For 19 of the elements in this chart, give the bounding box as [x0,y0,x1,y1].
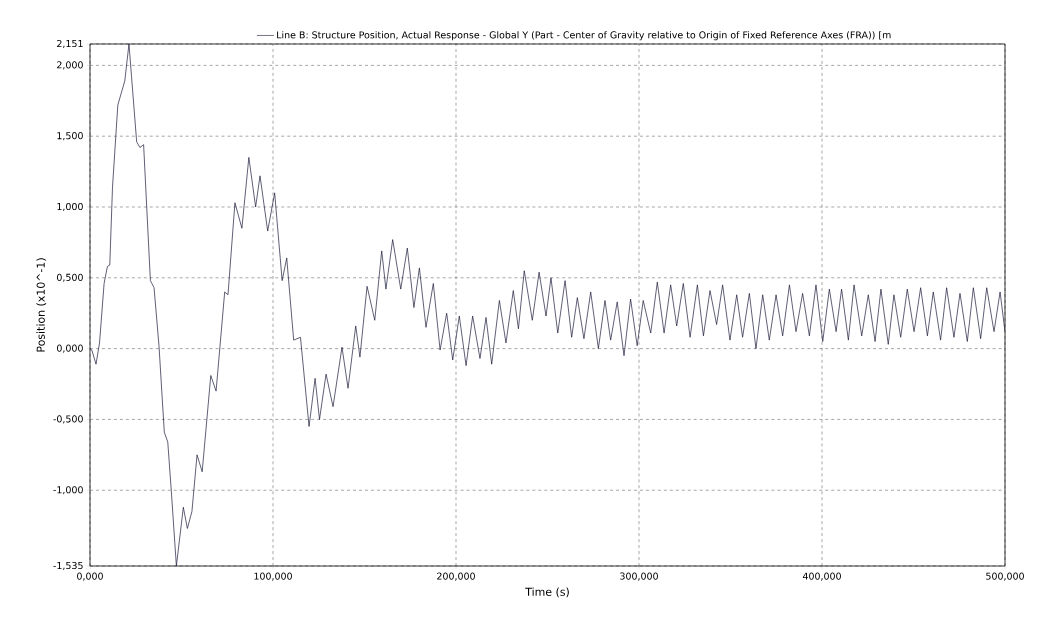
y-tick-label: 1,500 [57,132,83,141]
y-tick-label: 1,000 [57,202,83,212]
x-tick-label: 200,000 [437,572,475,581]
x-tick-label: 400,000 [802,572,841,581]
x-tick-label: 0,000 [77,572,103,581]
y-tick-label: -1,535 [53,561,83,571]
legend-label: Line B: Structure Position, Actual Response - Global Y (Part - Center of Gravity relative to Origin of Fixed Reference Axes (FRA)) [m [277,31,891,41]
y-tick-label: 0,500 [57,273,83,282]
x-axis-title: Time (s) [525,587,569,598]
line-series [90,43,1006,566]
y-tick-label: 0,000 [57,344,83,353]
y-tick-label: 2,000 [57,61,83,70]
y-tick-label: 2,151 [57,39,83,49]
x-tick-label: 100,000 [254,572,292,581]
y-tick-label: -0,500 [53,415,83,424]
x-tick-label: 500,000 [986,572,1024,581]
x-tick-label: 300,000 [620,572,658,581]
y-tick-label: -1,000 [53,486,83,495]
y-axis-title: Position (x10^-1) [36,258,47,352]
